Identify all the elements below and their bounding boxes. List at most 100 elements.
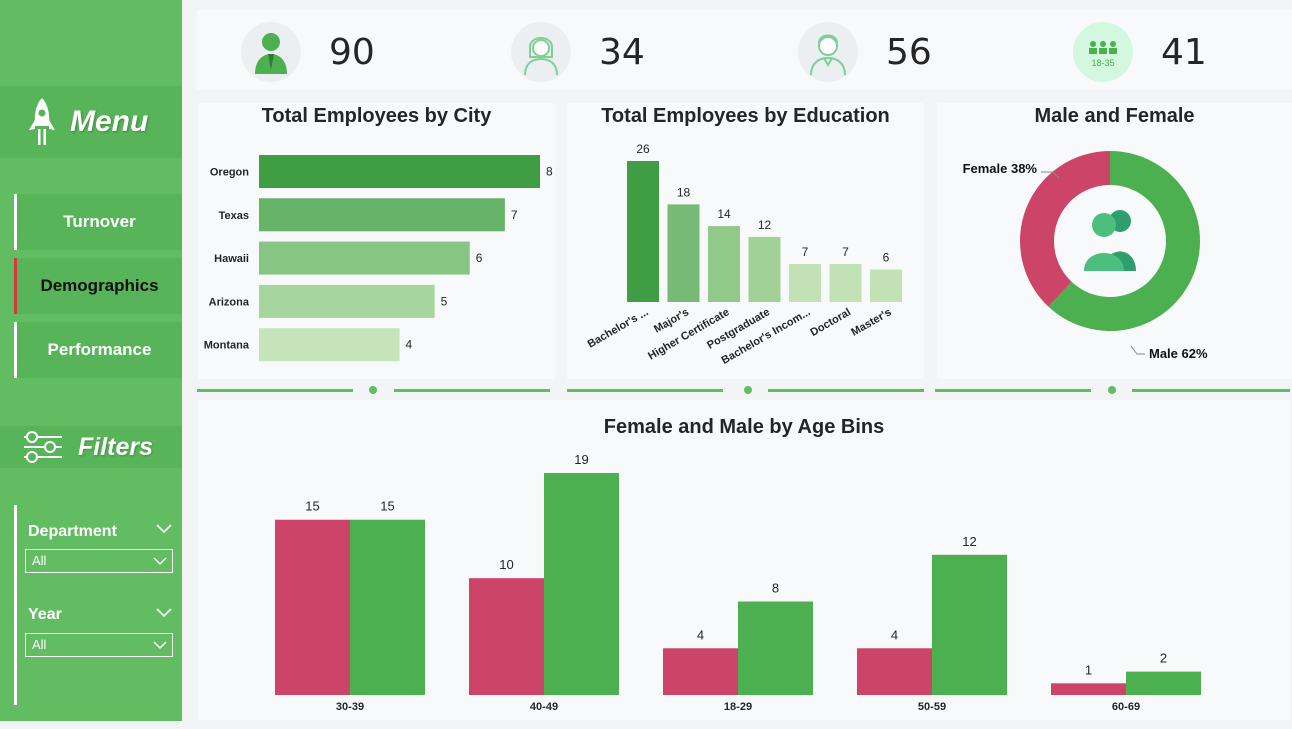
city-chart-card: Total Employees by City Oregon 8 Texas 7 Haw… — [198, 103, 555, 379]
menu-title: Menu — [70, 105, 149, 138]
education-chart-card: Total Employees by Education 26 Bachelor'… — [567, 103, 924, 379]
separator-line — [768, 389, 924, 392]
city-data-label: 7 — [511, 208, 518, 222]
year-select[interactable]: All — [25, 633, 173, 657]
city-data-label: 6 — [476, 251, 483, 265]
city-bar — [259, 328, 400, 362]
kpi-total-employees: 90 — [241, 22, 375, 82]
people-icon — [1084, 210, 1136, 271]
separator-line — [935, 389, 1091, 392]
age-bin-label: 18-29 — [724, 701, 752, 713]
education-data-label: 18 — [677, 185, 691, 199]
nav-turnover[interactable]: Turnover — [14, 194, 182, 250]
nav-demographics[interactable]: Demographics — [14, 258, 182, 314]
city-bar — [259, 198, 505, 232]
year-collapse-icon[interactable] — [156, 608, 172, 618]
age-bin-label: 60-69 — [1112, 701, 1140, 713]
city-bar-chart: Oregon 8 Texas 7 Hawaii 6 Arizona 5 Montana 4 — [204, 155, 553, 362]
kpi-total-value: 90 — [329, 31, 375, 73]
kpi-female-value: 34 — [599, 31, 645, 73]
separator-dot — [744, 386, 752, 394]
education-bar — [748, 236, 781, 302]
city-data-label: 4 — [406, 338, 413, 352]
separator-line — [567, 389, 723, 392]
department-select[interactable]: All — [25, 549, 173, 573]
male-data-label: 2 — [1160, 651, 1167, 666]
chevron-down-icon — [153, 641, 167, 650]
city-chart-title: Total Employees by City — [261, 105, 492, 127]
sidebar: Menu Turnover Demographics Performance F… — [0, 0, 182, 721]
separator-line — [1132, 389, 1290, 392]
age-bin-label: 40-49 — [530, 701, 558, 713]
separator-line — [394, 389, 550, 392]
city-category-label: Oregon — [210, 167, 249, 179]
gender-chart-card: Male and Female Female 38% Male 62% — [937, 103, 1292, 379]
education-data-label: 7 — [802, 245, 809, 259]
male-bar — [932, 554, 1007, 695]
year-value: All — [32, 637, 47, 652]
female-bar — [1051, 683, 1126, 695]
chevron-down-icon — [153, 557, 167, 566]
education-bar — [627, 161, 659, 302]
female-data-label: 1 — [1085, 662, 1092, 677]
education-chart-title: Total Employees by Education — [601, 105, 890, 127]
female-icon — [511, 22, 571, 82]
city-category-label: Texas — [219, 210, 249, 222]
male-data-label: 8 — [772, 581, 779, 596]
rocket-icon — [29, 98, 55, 145]
age-range-icon-text: 18-35 — [1091, 58, 1114, 68]
separator-line — [197, 389, 353, 392]
female-data-label: 10 — [499, 557, 513, 572]
female-data-label: 4 — [697, 627, 704, 642]
city-bar — [259, 241, 470, 275]
male-data-label: 15 — [380, 499, 394, 514]
city-category-label: Hawaii — [214, 253, 249, 265]
gender-chart-title: Male and Female — [1034, 105, 1195, 127]
city-category-label: Montana — [204, 340, 250, 352]
people-icon-head — [1092, 213, 1116, 237]
male-bar — [544, 473, 619, 695]
female-bar — [275, 519, 350, 695]
sliders-icon — [24, 431, 62, 463]
department-value: All — [32, 553, 47, 568]
donut-leader-line — [1041, 171, 1060, 179]
education-bar — [870, 269, 902, 302]
female-bar — [663, 648, 738, 695]
male-bar — [1126, 671, 1201, 695]
education-data-label: 14 — [717, 207, 731, 221]
donut-label-female: Female 38% — [963, 161, 1038, 176]
city-bar — [259, 155, 540, 188]
department-collapse-icon[interactable] — [156, 524, 172, 534]
separator-dot — [369, 386, 377, 394]
education-bar — [667, 204, 700, 302]
kpi-male: 56 — [798, 22, 932, 82]
employee-icon — [241, 22, 301, 82]
female-bar — [469, 578, 544, 695]
people-icon-body — [1084, 253, 1124, 271]
education-bar — [708, 226, 740, 302]
gender-donut-chart: Female 38% Male 62% — [963, 150, 1208, 361]
education-category-label: Master's — [849, 306, 893, 338]
city-bar — [259, 284, 435, 318]
female-bar — [857, 648, 932, 695]
donut-label-male: Male 62% — [1149, 346, 1208, 361]
kpi-strip: 90 34 56 18-35 — [197, 10, 1292, 90]
filters-header: Filters — [0, 426, 182, 468]
filters-divider — [14, 505, 17, 705]
education-bar — [789, 264, 821, 302]
city-data-label: 8 — [546, 165, 553, 179]
education-data-label: 7 — [842, 245, 849, 259]
education-data-label: 26 — [636, 142, 650, 156]
age-bin-label: 50-59 — [918, 701, 946, 713]
city-data-label: 5 — [441, 294, 448, 308]
kpi-male-value: 56 — [886, 31, 932, 73]
filters-title: Filters — [78, 432, 154, 461]
education-data-label: 6 — [883, 250, 890, 264]
nav-performance[interactable]: Performance — [14, 322, 182, 378]
male-bar — [738, 601, 813, 695]
donut-slice-female — [1020, 150, 1110, 307]
education-data-label: 12 — [758, 218, 772, 232]
female-data-label: 15 — [305, 499, 319, 514]
kpi-female: 34 — [511, 22, 645, 82]
